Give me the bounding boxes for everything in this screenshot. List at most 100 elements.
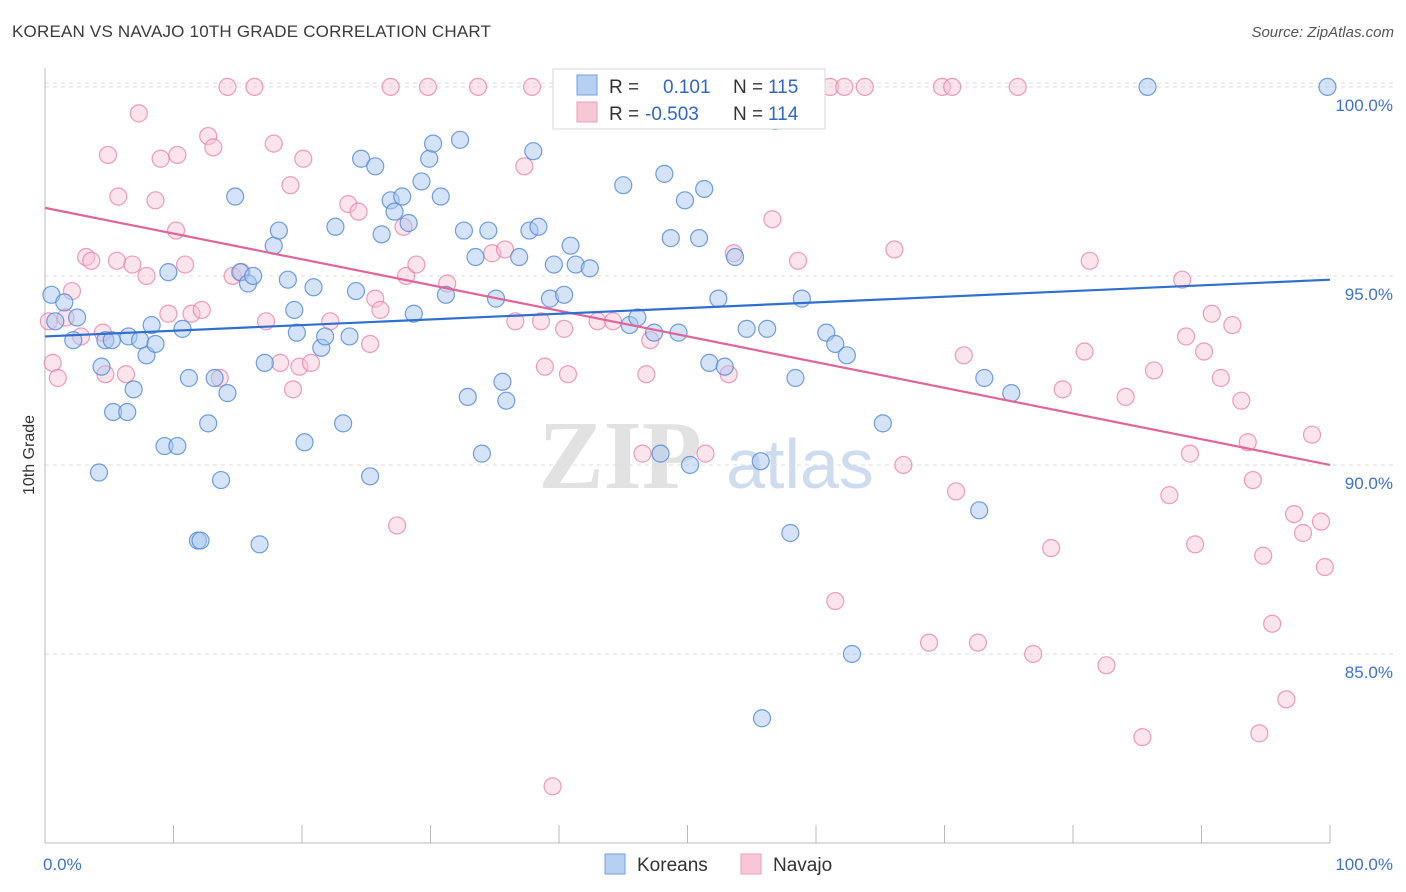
korean-point <box>497 391 516 410</box>
korean-point <box>436 285 456 304</box>
navajo-point <box>1311 512 1331 531</box>
navajo-point <box>151 149 170 168</box>
korean-point <box>191 531 210 550</box>
navajo-point <box>515 157 534 176</box>
korean-point <box>244 266 263 286</box>
watermark-atlas: atlas <box>726 425 874 503</box>
korean-point <box>142 315 161 335</box>
navajo-point <box>1080 251 1099 270</box>
y-tick-label: 85.0% <box>1345 663 1393 682</box>
korean-point <box>168 436 187 456</box>
korean-point <box>55 293 74 312</box>
korean-point <box>316 327 335 346</box>
navajo-point <box>371 300 390 320</box>
korean-point <box>786 368 805 388</box>
navajo-point <box>387 516 407 535</box>
korean-point <box>655 164 674 183</box>
navajo-point <box>82 251 101 270</box>
navajo-point <box>788 251 808 270</box>
korean-point <box>285 300 304 320</box>
korean-point <box>970 501 989 520</box>
korean-point <box>466 247 485 267</box>
korean-point <box>675 191 695 210</box>
korean-point <box>352 149 371 168</box>
navajo-point <box>271 353 290 372</box>
navajo-point <box>381 77 400 97</box>
korean-point <box>393 187 412 206</box>
navajo-point <box>855 77 874 97</box>
navajo-point <box>763 210 782 229</box>
navajo-point <box>1202 304 1221 323</box>
korean-point <box>842 644 862 664</box>
legend-n-value-navajo: 114 <box>768 104 799 125</box>
y-tick-label: 100.0% <box>1335 96 1393 115</box>
korean-point <box>146 334 165 354</box>
navajo-point <box>826 591 845 611</box>
navajo-point <box>555 319 574 338</box>
korean-point <box>199 414 218 433</box>
navajo-point <box>1185 535 1205 554</box>
korean-point <box>420 149 439 168</box>
korean-point <box>423 134 443 153</box>
legend-r-value-navajo: -0.503 <box>645 104 699 125</box>
korean-point <box>326 217 345 236</box>
navajo-point <box>495 240 515 259</box>
korean-point <box>218 384 237 403</box>
korean-point <box>510 247 529 267</box>
navajo-point <box>290 357 309 376</box>
korean-point <box>472 444 491 463</box>
navajo-point <box>199 126 218 146</box>
navajo-point <box>1238 433 1257 452</box>
bottom-legend-swatch-navajo <box>740 853 762 875</box>
korean-point <box>295 433 314 452</box>
navajo-point <box>264 134 283 153</box>
y-tick-labels: 85.0% 90.0% 95.0% 100.0% <box>1335 96 1393 682</box>
navajo-point <box>166 221 186 240</box>
navajo-point <box>1160 486 1179 505</box>
korean-point <box>715 357 734 376</box>
navajo-point <box>116 365 136 384</box>
navajo-point <box>418 77 438 97</box>
korean-point <box>404 304 423 323</box>
navajo-point <box>1173 270 1192 289</box>
navajo-point <box>123 255 142 274</box>
korean-point <box>493 372 512 391</box>
navajo-point <box>1315 557 1334 577</box>
korean-point <box>700 353 719 372</box>
korean-point <box>758 319 777 338</box>
korean-point <box>479 221 498 240</box>
korean-point <box>661 229 680 248</box>
korean-point <box>975 368 994 388</box>
navajo-point <box>366 289 385 308</box>
korean-point <box>211 470 231 490</box>
korean-point <box>118 402 137 422</box>
navajo-point <box>1024 644 1043 664</box>
korean-point <box>752 709 772 728</box>
korean-point <box>361 467 380 486</box>
navajo-point <box>932 77 952 97</box>
navajo-point <box>1180 444 1200 463</box>
navajo-point <box>294 149 313 168</box>
navajo-point <box>1097 656 1116 675</box>
korean-point <box>269 221 288 240</box>
chart-source: Source: ZipAtlas.com <box>1251 24 1394 41</box>
axes <box>44 68 1331 844</box>
navajo-point <box>1254 546 1273 565</box>
navajo-point <box>633 444 652 463</box>
legend-r-label-korean: R = <box>609 77 639 98</box>
navajo-point <box>535 357 554 376</box>
navajo-point <box>543 777 562 796</box>
x-tick-label-min: 0.0% <box>43 855 82 874</box>
navajo-trend-line <box>44 206 1331 467</box>
navajo-point <box>1243 470 1263 490</box>
y-tick-label: 90.0% <box>1345 474 1393 493</box>
navajo-point <box>1116 387 1135 407</box>
korean-trend-line <box>44 278 1331 338</box>
navajo-point <box>283 380 303 399</box>
navajo-point <box>894 455 913 475</box>
navajo-point <box>146 191 165 210</box>
navajo-point <box>531 312 551 331</box>
navajo-point <box>637 365 656 384</box>
watermark-zip: ZIP <box>538 402 701 510</box>
korean-point <box>450 130 470 149</box>
